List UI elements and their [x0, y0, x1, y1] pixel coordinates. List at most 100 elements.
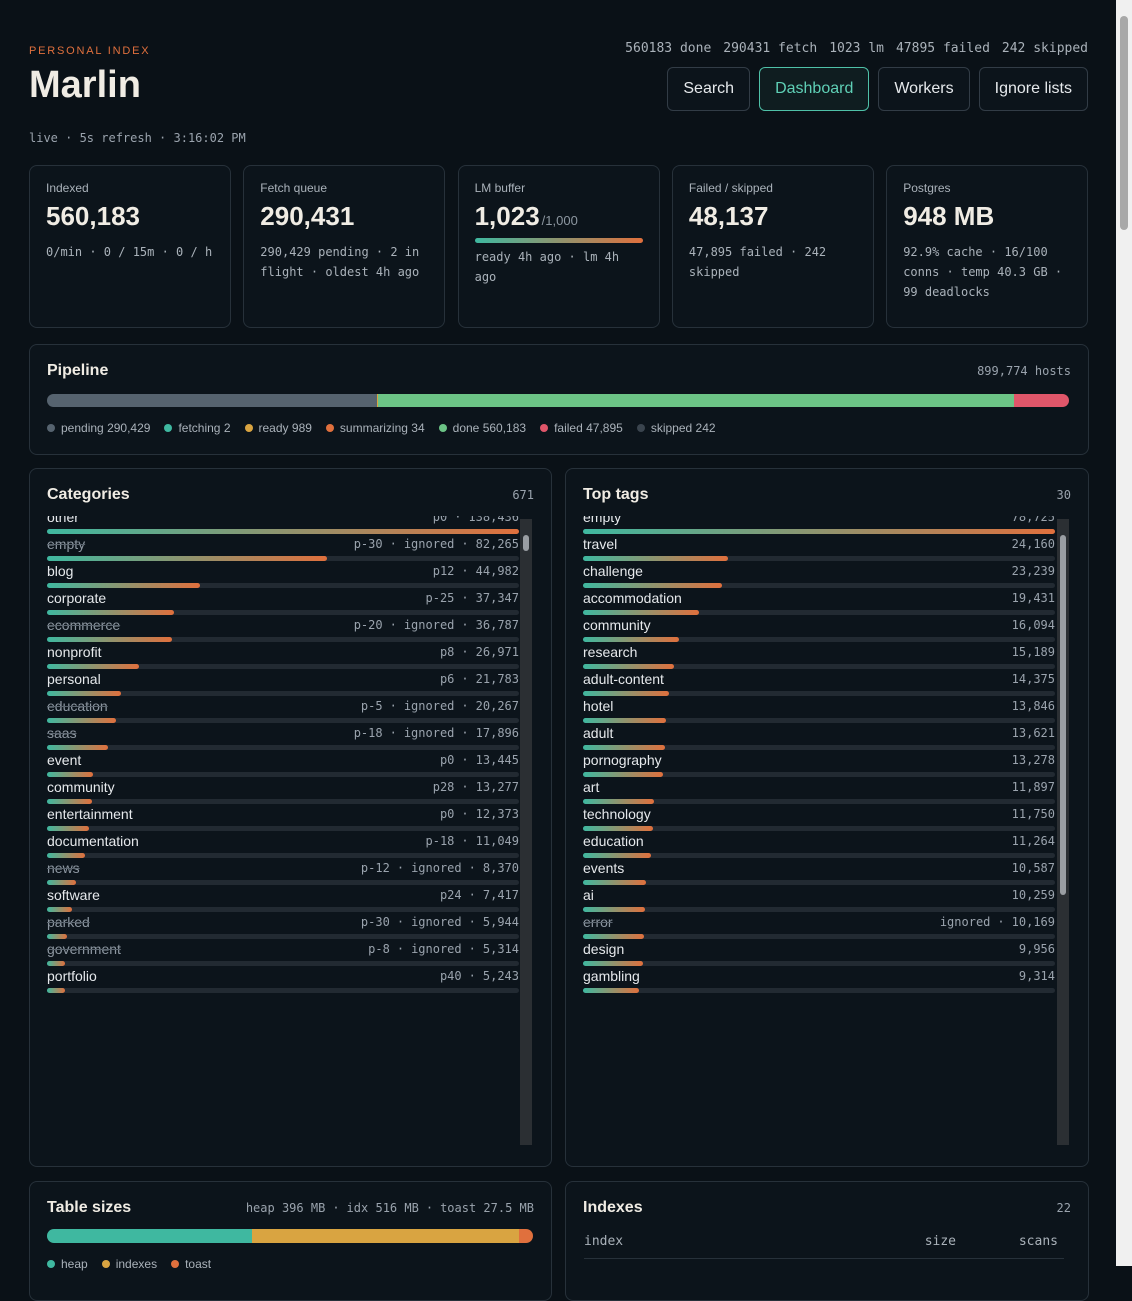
row-priority: p28: [433, 778, 455, 796]
separator: ·: [461, 670, 468, 688]
legend-name: ready: [259, 421, 289, 435]
bar-track: [47, 988, 519, 993]
size-value: 516 MB: [375, 1201, 418, 1215]
panel-title: Categories: [47, 486, 130, 504]
row-priority: p-30: [354, 535, 383, 553]
scrollbar[interactable]: [1057, 519, 1069, 1145]
row-name: community: [583, 616, 651, 634]
row-top: education p-5·ignored·20,267: [47, 697, 519, 715]
scroll-thumb[interactable]: [1060, 535, 1066, 895]
row-name: technology: [583, 805, 651, 823]
bar-track: [583, 961, 1055, 966]
row-value: 9,956: [1019, 940, 1055, 958]
bar-track: [583, 880, 1055, 885]
separator: ·: [461, 751, 468, 769]
nav-button[interactable]: Search: [667, 67, 750, 111]
row-name: gambling: [583, 967, 640, 985]
column-header: size: [925, 1234, 956, 1249]
bar-track: [47, 772, 519, 777]
bar: [583, 907, 645, 912]
row-value: 13,445: [476, 751, 519, 769]
legend-dot: [164, 424, 172, 432]
nav-button[interactable]: Workers: [878, 67, 969, 111]
row-meta: 11,264: [1012, 832, 1055, 850]
card-label: Indexed: [46, 181, 214, 195]
legend-name: toast: [185, 1257, 211, 1271]
row-value: 21,783: [476, 670, 519, 688]
row-priority: p-5: [361, 697, 383, 715]
page-scrollbar[interactable]: [1116, 0, 1132, 1266]
scroll-thumb[interactable]: [523, 535, 529, 551]
row-name: challenge: [583, 562, 643, 580]
row-meta: p24·7,417: [440, 886, 519, 904]
row-priority: p0: [440, 751, 454, 769]
bar: [47, 745, 108, 750]
scroll-thumb[interactable]: [1120, 16, 1128, 230]
row-name: empty: [583, 516, 621, 526]
size-name: idx: [347, 1201, 369, 1215]
row-name: personal: [47, 670, 101, 688]
buffer-bar: [475, 238, 643, 243]
row-value: 12,373: [476, 805, 519, 823]
bar: [47, 988, 65, 993]
separator: ·: [461, 562, 468, 580]
row-priority: p-20: [354, 616, 383, 634]
card-value: 48,137: [689, 201, 857, 232]
bar-track: [583, 529, 1055, 534]
bar-track: [47, 745, 519, 750]
scrollbar[interactable]: [520, 519, 532, 1145]
separator: ·: [469, 886, 476, 904]
row-value: 82,265: [476, 535, 519, 553]
counter: 47895 failed: [896, 41, 990, 56]
size-name: heap: [246, 1201, 275, 1215]
bar: [47, 772, 93, 777]
row-priority: p40: [440, 967, 462, 985]
row-name: news: [47, 859, 80, 877]
row-value: 5,314: [483, 940, 519, 958]
row-value: 19,431: [1012, 589, 1055, 607]
row-meta: p-12·ignored·8,370: [361, 859, 519, 877]
value: 560,183: [46, 201, 140, 231]
bar-segment: [47, 394, 377, 407]
row-meta: 13,278: [1012, 751, 1055, 769]
row-value: 44,982: [476, 562, 519, 580]
bar-track: [583, 907, 1055, 912]
row-flag: ignored: [411, 940, 462, 958]
row-meta: p-5·ignored·20,267: [361, 697, 519, 715]
legend-item: summarizing 34: [326, 421, 425, 435]
bar-track: [47, 907, 519, 912]
nav-button[interactable]: Dashboard: [759, 67, 869, 111]
bar: [47, 664, 139, 669]
bar: [47, 610, 174, 615]
row-name: hotel: [583, 697, 613, 715]
bar-track: [583, 853, 1055, 858]
row-meta: p8·26,971: [440, 643, 519, 661]
bar-segment: [1014, 394, 1068, 407]
row-meta: 11,750: [1012, 805, 1055, 823]
bar-track: [47, 529, 519, 534]
bar-track: [583, 610, 1055, 615]
bar-track: [47, 880, 519, 885]
row-priority: p12: [433, 562, 455, 580]
row-meta: p40·5,243: [440, 967, 519, 985]
legend-dot: [102, 1260, 110, 1268]
legend-item: indexes: [102, 1257, 157, 1271]
nav-button[interactable]: Ignore lists: [979, 67, 1088, 111]
row-name: education: [47, 697, 108, 715]
row-value: 11,750: [1012, 805, 1055, 823]
bar-track: [583, 988, 1055, 993]
legend-value: 47,895: [586, 421, 623, 435]
